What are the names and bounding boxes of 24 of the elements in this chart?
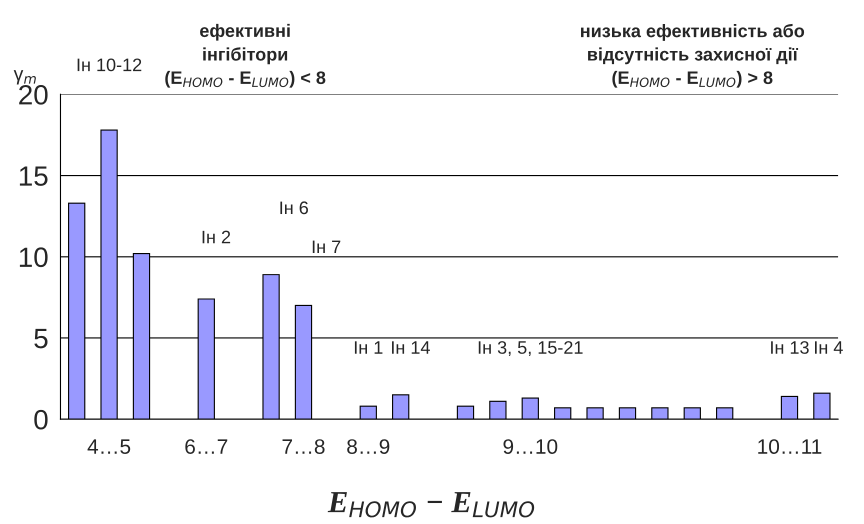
annotation: Ін 6 — [280, 201, 308, 214]
x-tick-label: 6…7 — [185, 439, 228, 454]
annotation: Ін 7 — [312, 240, 340, 254]
annotation: Ін 1 — [354, 341, 382, 354]
x-tick-label: 9…10 — [503, 439, 558, 454]
x-tick-label: 7…8 — [282, 439, 325, 454]
annotation: Ін 3, 5, 15-21 — [478, 341, 583, 356]
x-tick-label: 4…5 — [88, 439, 130, 454]
y-tick-label: 20 — [19, 84, 48, 105]
annotation: Ін 2 — [202, 230, 230, 244]
text: низька ефективність або відсутність захисної дії (E$_{HOMO}$ - E$_{LUMO}$) > 8 — [581, 24, 804, 88]
y-tick-label: 5 — [34, 328, 48, 348]
annotation: Ін 13 — [771, 341, 809, 354]
x-tick-label: 8…9 — [347, 439, 390, 454]
y-axis-title: γ$_{m}$ — [14, 70, 36, 84]
y-tick-label: 0 — [34, 410, 48, 430]
text: ефективні інгібітори (E$_{HOMO}$ - E$_{LUMO}$) < 8 — [165, 24, 326, 88]
y-tick-label: 15 — [20, 166, 48, 186]
x-tick-label: 10…11 — [758, 439, 822, 454]
x-axis-title: E$_{HOMO}$ − E$_{LUMO}$ — [328, 492, 534, 518]
text: Ін 10-12 — [78, 58, 142, 72]
y-tick-label: 10 — [20, 247, 48, 268]
annotation: Ін 4 — [815, 341, 843, 354]
annotation: Ін 14 — [392, 341, 430, 354]
